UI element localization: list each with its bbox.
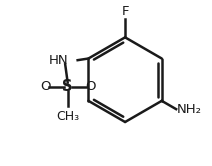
Text: F: F xyxy=(121,5,129,18)
Text: HN: HN xyxy=(49,54,68,67)
Text: O: O xyxy=(40,80,50,93)
Text: CH₃: CH₃ xyxy=(56,110,79,123)
Text: S: S xyxy=(62,79,73,94)
Text: NH₂: NH₂ xyxy=(177,103,202,116)
Text: O: O xyxy=(85,80,95,93)
